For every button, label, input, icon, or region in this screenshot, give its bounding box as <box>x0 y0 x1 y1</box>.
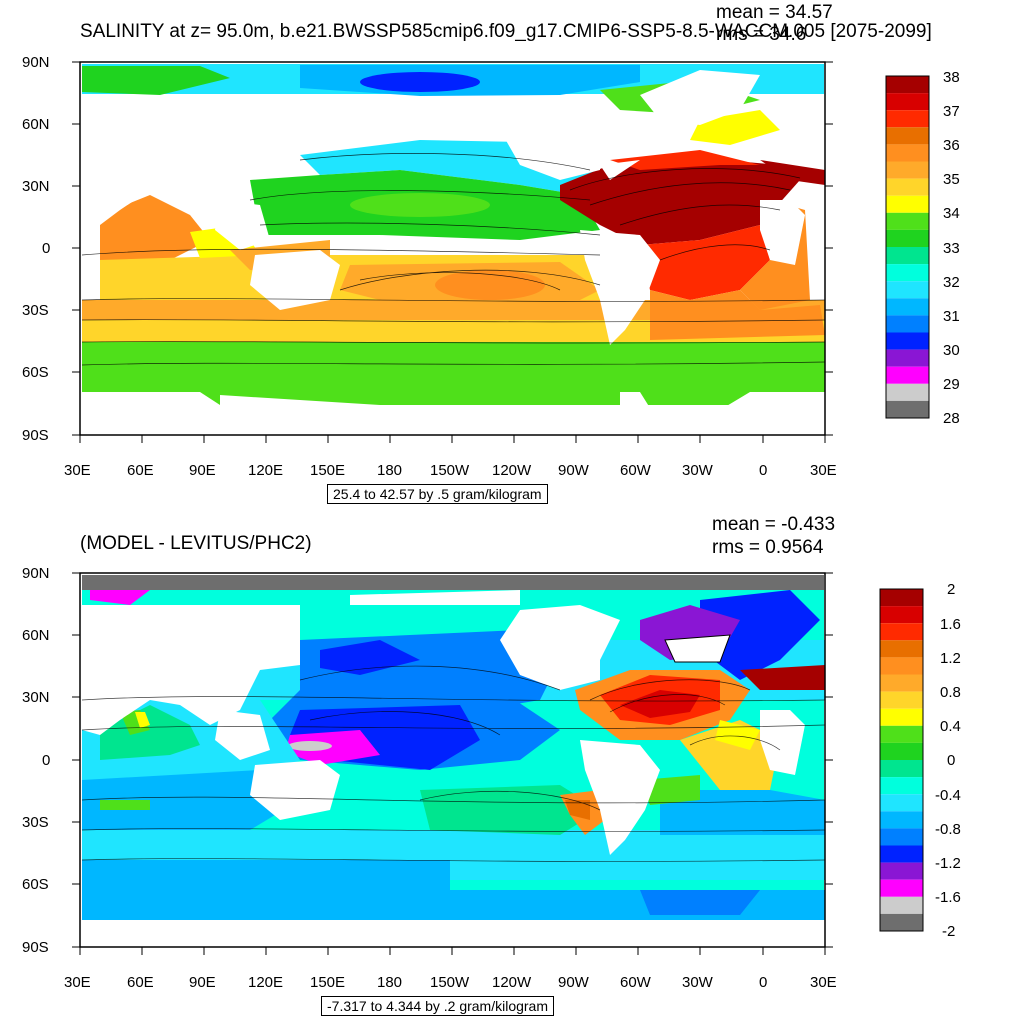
top-lat-label: 30N <box>22 178 50 195</box>
top-colorbar-label: 36 <box>943 137 960 154</box>
top-colorbar <box>885 75 930 419</box>
top-lon-label: 150W <box>430 462 470 479</box>
top-lon-label: 90W <box>558 462 589 479</box>
top-lon-label: 0 <box>759 462 768 479</box>
top-lon-label: 60E <box>127 462 154 479</box>
top-ticks <box>72 61 833 443</box>
top-lat-label: 0 <box>42 240 51 257</box>
bottom-lon-label: 0 <box>759 974 768 991</box>
top-lon-label: 30E <box>64 462 91 479</box>
top-colorbar-label: 28 <box>943 410 960 427</box>
top-colorbar-label: 31 <box>943 308 960 325</box>
bottom-lon-label: 120W <box>492 974 532 991</box>
bottom-colorbar-label: 1.6 <box>940 616 961 633</box>
bottom-colorbar-label: -0.4 <box>935 787 961 804</box>
top-rms: rms = 34.6 <box>716 24 807 45</box>
top-lon-label: 120W <box>492 462 532 479</box>
bottom-lon-label: 120E <box>248 974 284 991</box>
top-salinity-field <box>81 64 825 435</box>
bottom-colorbar-label: -2 <box>942 923 956 940</box>
bottom-colorbar-label: 0 <box>947 752 956 769</box>
bottom-ticks <box>72 572 833 955</box>
bottom-difference-field <box>81 575 825 945</box>
bottom-colorbar-label: -1.2 <box>935 855 961 872</box>
top-lon-label: 150E <box>310 462 346 479</box>
top-colorbar-label: 30 <box>943 342 960 359</box>
bottom-lat-label: 90N <box>22 565 50 582</box>
bottom-colorbar-label: -1.6 <box>935 889 961 906</box>
bottom-colorbar <box>879 588 924 932</box>
bottom-lat-label: 30S <box>22 814 49 831</box>
top-title: SALINITY at z= 95.0m, b.e21.BWSSP585cmip… <box>80 21 932 42</box>
top-colorbar-label: 38 <box>943 69 960 86</box>
bottom-lon-label: 150W <box>430 974 470 991</box>
bottom-lat-label: 90S <box>22 939 49 956</box>
top-lon-label: 30E <box>810 462 837 479</box>
top-colorbar-label: 35 <box>943 171 960 188</box>
top-colorbar-label: 37 <box>943 103 960 120</box>
top-lat-label: 60S <box>22 364 49 381</box>
bottom-rms: rms = 0.9564 <box>712 537 824 558</box>
bottom-lat-label: 60S <box>22 876 49 893</box>
top-colorbar-label: 34 <box>943 205 960 222</box>
bottom-title: (MODEL - LEVITUS/PHC2) <box>80 533 312 554</box>
bottom-lon-label: 90E <box>189 974 216 991</box>
bottom-lat-label: 60N <box>22 627 50 644</box>
top-lon-label: 180 <box>377 462 403 479</box>
bottom-lon-label: 30E <box>64 974 91 991</box>
top-lon-label: 90E <box>189 462 216 479</box>
bottom-mean: mean = -0.433 <box>712 514 836 535</box>
bottom-colorbar-label: 0.4 <box>940 718 961 735</box>
top-mean: mean = 34.57 <box>716 2 833 23</box>
top-contour-note: 25.4 to 42.57 by .5 gram/kilogram <box>327 484 548 504</box>
bottom-lon-label: 180 <box>377 974 403 991</box>
bottom-lon-label: 60W <box>620 974 651 991</box>
bottom-lon-label: 90W <box>558 974 589 991</box>
top-lat-label: 90N <box>22 54 50 71</box>
top-lon-label: 30W <box>682 462 713 479</box>
bottom-colorbar-label: 2 <box>947 581 956 598</box>
top-lon-label: 120E <box>248 462 284 479</box>
top-lat-label: 60N <box>22 116 50 133</box>
top-colorbar-label: 33 <box>943 240 960 257</box>
top-colorbar-label: 29 <box>943 376 960 393</box>
bottom-lat-label: 0 <box>42 752 51 769</box>
bottom-lon-label: 30W <box>682 974 713 991</box>
bottom-lon-label: 60E <box>127 974 154 991</box>
bottom-colorbar-label: 1.2 <box>940 650 961 667</box>
bottom-colorbar-label: -0.8 <box>935 821 961 838</box>
top-lat-label: 30S <box>22 302 49 319</box>
bottom-lon-label: 30E <box>810 974 837 991</box>
top-lon-label: 60W <box>620 462 651 479</box>
top-lat-label: 90S <box>22 427 49 444</box>
bottom-contour-note: -7.317 to 4.344 by .2 gram/kilogram <box>321 996 555 1016</box>
bottom-colorbar-label: 0.8 <box>940 684 961 701</box>
bottom-lat-label: 30N <box>22 689 50 706</box>
top-colorbar-label: 32 <box>943 274 960 291</box>
bottom-lon-label: 150E <box>310 974 346 991</box>
